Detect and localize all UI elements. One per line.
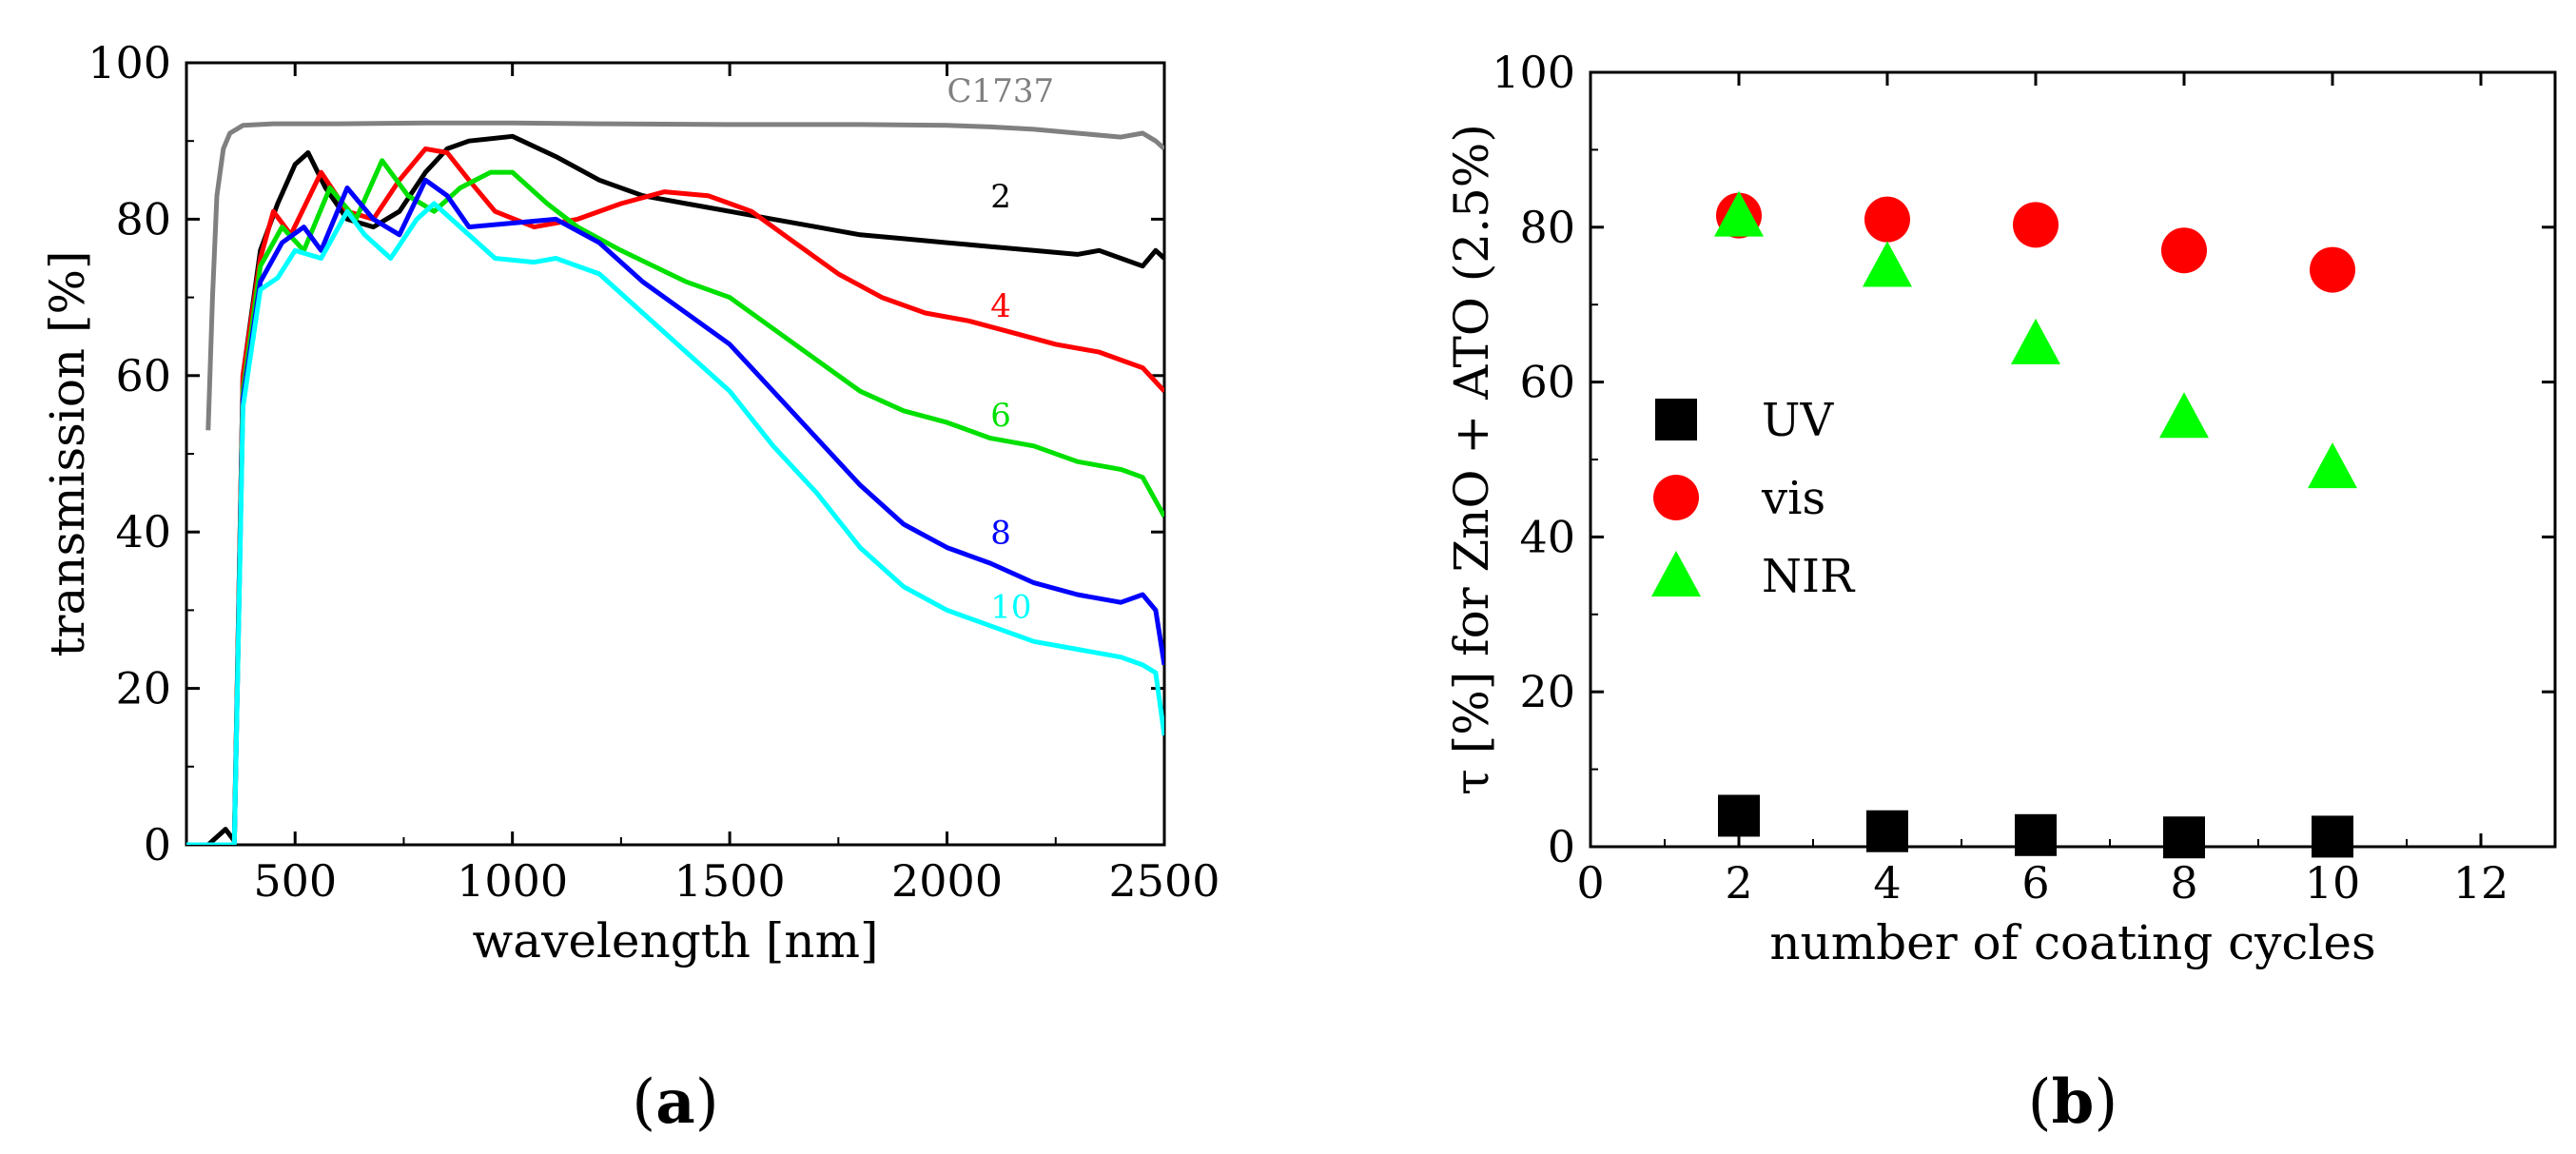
panel-label-letter: a — [655, 1066, 694, 1138]
series-line-4 — [186, 146, 1164, 845]
data-point-NIR — [2159, 392, 2209, 439]
data-point-UV — [2312, 815, 2353, 858]
data-point-vis — [1864, 196, 1910, 243]
data-point-vis — [2310, 246, 2355, 293]
x-tick-label: 2 — [1725, 857, 1752, 909]
series-label-C1737: C1737 — [947, 72, 1055, 110]
legend-label-UV: UV — [1762, 394, 1834, 447]
x-axis-label: wavelength [nm] — [472, 913, 878, 968]
data-point-UV — [1718, 794, 1760, 837]
plot-frame — [185, 61, 1166, 847]
x-tick-label: 10 — [2305, 857, 2361, 909]
y-tick-label: 80 — [115, 193, 171, 244]
data-point-NIR — [1863, 241, 1912, 287]
series-line-2 — [186, 133, 1164, 845]
panel-label-open: ( — [632, 1067, 655, 1138]
panel-a: 500 1000 1500 2000 2500 0 20 40 60 80 100 wavelengt… — [40, 37, 1220, 1138]
x-tick-label: 8 — [2170, 857, 2197, 909]
x-tick-label: 6 — [2021, 857, 2049, 909]
y-tick-label: 20 — [115, 663, 171, 714]
series-lines — [186, 120, 1164, 845]
data-point-vis — [2161, 227, 2207, 274]
data-point-UV — [2015, 813, 2057, 856]
panel-label-letter: b — [2052, 1066, 2095, 1138]
data-point-NIR — [1714, 190, 1764, 237]
y-tick-label: 60 — [115, 350, 171, 401]
x-tick-label: 1000 — [457, 855, 568, 907]
series-label-8: 8 — [990, 515, 1011, 553]
x-tick-label: 1500 — [674, 855, 786, 907]
y-tick-label: 60 — [1519, 357, 1575, 408]
legend-label-NIR: NIR — [1762, 550, 1856, 603]
x-tick-label: 2500 — [1108, 855, 1220, 907]
x-tick-label: 0 — [1576, 857, 1604, 909]
x-tick-label: 12 — [2453, 857, 2509, 909]
x-tick-label: 2000 — [891, 855, 1003, 907]
y-axis-label: transmission [%] — [40, 250, 95, 656]
x-tick-label: 500 — [253, 855, 337, 907]
y-tick-label: 80 — [1519, 202, 1575, 253]
series-label-2: 2 — [990, 178, 1011, 216]
panel-label-open: ( — [2028, 1067, 2052, 1138]
data-point-NIR — [2308, 442, 2357, 489]
data-point-vis — [2013, 202, 2059, 248]
x-axis-label: number of coating cycles — [1769, 915, 2375, 970]
legend-marker-NIR — [1651, 551, 1701, 597]
panel-label: (a) — [632, 1066, 718, 1138]
data-point-NIR — [2011, 318, 2060, 364]
y-tick-label: 0 — [144, 819, 171, 870]
series-line-8 — [186, 177, 1164, 845]
series-label-4: 4 — [990, 287, 1011, 325]
y-tick-label: 100 — [1492, 47, 1575, 98]
panel-label-close: ) — [695, 1067, 719, 1138]
legend-label-vis: vis — [1761, 472, 1825, 525]
series-line-6 — [186, 158, 1164, 845]
y-tick-label: 40 — [1519, 511, 1575, 562]
plot-frame — [1589, 70, 2557, 849]
y-tick-label: 100 — [88, 37, 171, 88]
series-line-10 — [186, 201, 1164, 845]
panel-label: (b) — [2028, 1066, 2118, 1138]
legend-marker-vis — [1653, 475, 1699, 520]
series-vis — [1716, 192, 2355, 293]
series-NIR — [1714, 190, 2357, 489]
series-UV — [1718, 794, 2353, 859]
series-line-C1737 — [205, 120, 1164, 431]
y-axis-label: τ [%] for ZnO + ATO (2.5%) — [1444, 124, 1499, 795]
series-label-6: 6 — [990, 397, 1011, 435]
series-label-10: 10 — [990, 589, 1031, 627]
data-point-UV — [2163, 816, 2205, 859]
x-tick-label: 4 — [1873, 857, 1901, 909]
panel-label-close: ) — [2094, 1067, 2117, 1138]
y-tick-label: 40 — [115, 506, 171, 557]
y-tick-label: 20 — [1519, 666, 1575, 717]
panel-b: 0 2 4 6 8 10 12 0 20 40 60 80 100 number of coating c… — [1444, 47, 2557, 1138]
data-point-UV — [1866, 810, 1908, 852]
legend-marker-UV — [1655, 399, 1697, 440]
y-tick-label: 0 — [1548, 821, 1575, 872]
